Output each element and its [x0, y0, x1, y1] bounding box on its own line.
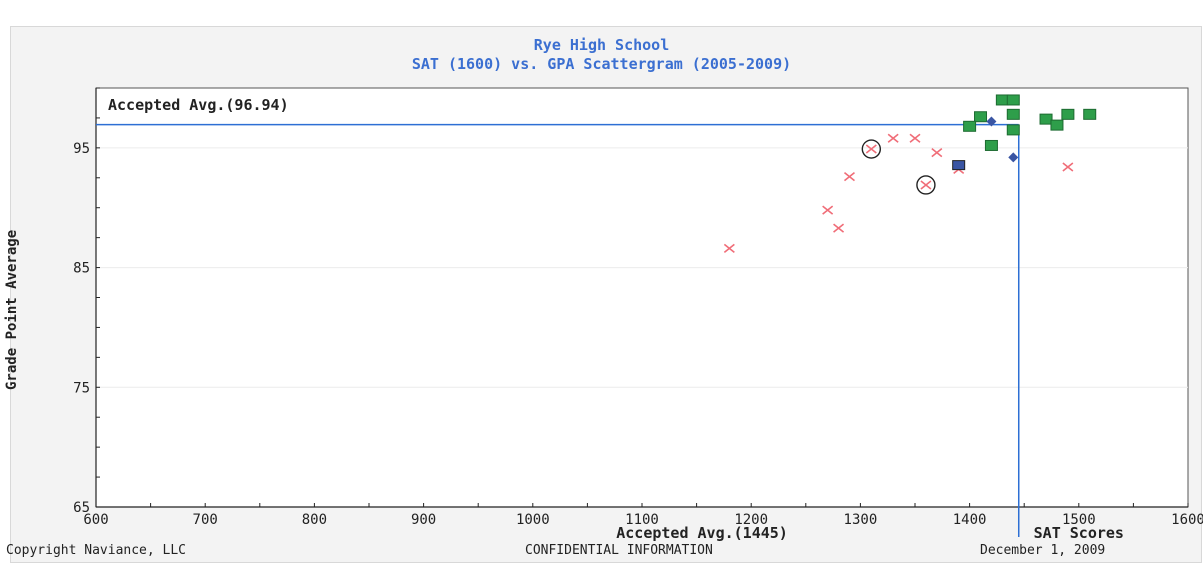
diamond-marker [986, 116, 997, 127]
denied-marker [909, 133, 921, 143]
x-tick-label: 600 [83, 512, 108, 528]
denied-marker [843, 171, 855, 182]
x-tick-label: 1600 [1171, 512, 1203, 528]
x-tick-label: 700 [193, 512, 218, 528]
waitlist-marker [952, 160, 966, 171]
denied-marker [865, 144, 877, 154]
denied-marker [1062, 162, 1074, 172]
y-tick-label: 75 [73, 380, 90, 396]
x-tick-label: 900 [411, 512, 436, 528]
accepted-marker [1006, 124, 1020, 136]
y-tick-label: 95 [73, 141, 90, 157]
accepted-marker [974, 111, 988, 123]
x-tick-label: 1200 [734, 512, 768, 528]
accepted-marker [1083, 108, 1097, 120]
denied-marker [931, 148, 943, 158]
accepted-avg-sat-label: Accepted Avg.(1445) [616, 524, 788, 542]
accepted-marker [1061, 108, 1075, 120]
accepted-marker [984, 139, 998, 151]
accepted-marker [1006, 108, 1020, 120]
denied-marker [887, 133, 899, 143]
accepted-marker [995, 94, 1009, 106]
plot-area [95, 87, 1189, 508]
circled-marker [916, 175, 936, 195]
x-tick-label: 1400 [953, 512, 987, 528]
y-tick-label: 65 [73, 500, 90, 516]
accepted-marker [1039, 113, 1053, 125]
x-tick-label: 1500 [1062, 512, 1096, 528]
footer-confidential: CONFIDENTIAL INFORMATION [525, 543, 713, 558]
footer-date: December 1, 2009 [980, 543, 1106, 558]
y-tick-label: 85 [73, 261, 90, 277]
chart-title: Rye High School [533, 36, 670, 54]
denied-marker [822, 205, 834, 215]
x-tick-label: 1300 [844, 512, 878, 528]
x-axis-label: SAT Scores [1034, 524, 1124, 542]
diamond-marker [1008, 152, 1019, 163]
denied-marker [723, 243, 735, 254]
x-tick-label: 800 [302, 512, 327, 528]
accepted-marker [1050, 119, 1064, 131]
x-tick-label: 1000 [516, 512, 550, 528]
accepted-marker [963, 120, 977, 132]
accepted-marker [1006, 94, 1020, 106]
accepted-avg-gpa-label: Accepted Avg.(96.94) [108, 96, 289, 114]
denied-marker [833, 223, 845, 233]
x-tick-label: 1100 [625, 512, 659, 528]
footer-copyright: Copyright Naviance, LLC [6, 543, 187, 558]
chart-subtitle: SAT (1600) vs. GPA Scattergram (2005-200… [411, 55, 792, 73]
denied-marker [920, 180, 932, 190]
circled-marker [861, 139, 882, 159]
